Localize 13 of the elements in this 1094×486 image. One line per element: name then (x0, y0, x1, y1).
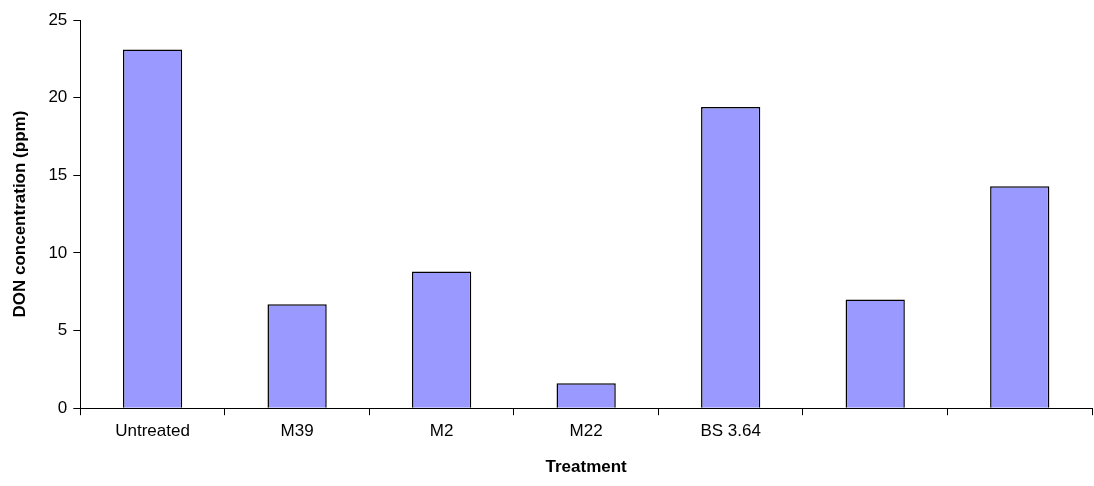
x-tick-label: M2 (429, 421, 454, 441)
x-tick-label: M22 (569, 421, 603, 441)
y-axis-title: DON concentration (ppm) (9, 110, 29, 318)
y-tick-label: 25 (48, 9, 68, 29)
y-tick-label: 15 (48, 164, 68, 184)
y-tick-label: 10 (48, 242, 68, 262)
x-axis-title: Treatment (545, 457, 628, 477)
x-tick-label: Untreated (115, 421, 190, 441)
y-tick-label: 20 (48, 87, 68, 107)
x-tick-label: BS 3.64 (700, 421, 761, 441)
y-tick-label: 5 (57, 320, 68, 340)
x-tick-label: M39 (280, 421, 314, 441)
y-tick-label: 0 (57, 397, 68, 417)
